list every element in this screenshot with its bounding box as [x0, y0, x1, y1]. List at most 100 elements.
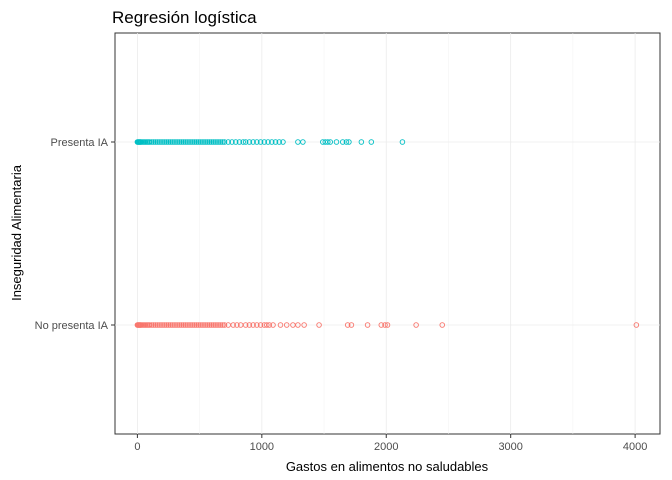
data-point	[165, 139, 172, 145]
data-point	[300, 139, 306, 145]
plot-panel	[114, 32, 661, 435]
data-point	[197, 139, 203, 145]
data-point	[184, 139, 190, 145]
data-point	[193, 139, 200, 145]
data-point	[221, 322, 228, 328]
data-point	[382, 322, 388, 328]
data-point	[156, 322, 162, 328]
data-point	[203, 139, 209, 145]
data-point	[148, 322, 155, 328]
data-point	[246, 139, 253, 145]
data-point	[175, 322, 181, 328]
data-point	[162, 139, 168, 145]
data-point	[269, 139, 275, 145]
data-point	[439, 322, 445, 328]
data-point	[214, 139, 220, 145]
data-point	[399, 139, 406, 145]
data-point	[295, 322, 301, 328]
data-point	[261, 139, 268, 145]
data-point	[301, 322, 307, 328]
x-tick-label: 2000	[374, 441, 398, 453]
data-point	[265, 139, 271, 145]
data-points	[134, 139, 640, 328]
data-point	[232, 139, 239, 145]
data-point	[242, 139, 249, 145]
data-point	[191, 322, 198, 328]
data-point	[190, 139, 196, 145]
data-point	[368, 139, 375, 145]
data-point	[147, 139, 153, 145]
data-point	[169, 139, 175, 145]
data-point	[218, 139, 224, 145]
data-point	[167, 139, 174, 145]
data-point	[173, 139, 179, 145]
y-axis-title: Inseguridad Alimentaria	[9, 164, 24, 301]
data-point	[212, 322, 218, 328]
data-point	[154, 322, 161, 328]
data-point	[266, 322, 273, 328]
data-point	[219, 139, 226, 145]
data-point	[225, 139, 231, 145]
data-point	[167, 322, 174, 328]
data-point	[214, 322, 220, 328]
data-point	[178, 139, 185, 145]
data-point	[201, 139, 207, 145]
data-point	[229, 139, 235, 145]
data-point	[160, 322, 166, 328]
data-point	[176, 139, 183, 145]
data-point	[210, 139, 217, 145]
data-point	[193, 322, 200, 328]
data-point	[208, 139, 215, 145]
data-point	[175, 139, 181, 145]
data-point	[199, 139, 205, 145]
data-point	[188, 322, 194, 328]
data-point	[254, 322, 260, 328]
data-point	[378, 322, 385, 328]
x-tick-label: 0	[134, 441, 140, 453]
data-point	[178, 322, 185, 328]
data-point	[201, 322, 207, 328]
data-point	[163, 139, 170, 145]
data-point	[158, 139, 164, 145]
data-point	[169, 322, 175, 328]
data-point	[276, 139, 282, 145]
data-point	[277, 322, 284, 328]
y-tick-label: No presenta IA	[35, 320, 109, 332]
data-point	[147, 322, 153, 328]
data-point	[270, 322, 276, 328]
data-point	[156, 139, 162, 145]
data-point	[348, 322, 355, 328]
x-axis-ticks: 0 1000 2000 3000 4000	[134, 434, 647, 453]
data-point	[218, 322, 224, 328]
data-point	[182, 139, 189, 145]
data-point	[221, 139, 228, 145]
data-point	[236, 139, 243, 145]
data-point	[242, 322, 249, 328]
data-point	[234, 322, 240, 328]
data-point	[219, 322, 226, 328]
data-point	[197, 322, 203, 328]
data-point	[384, 322, 391, 328]
data-point	[327, 139, 334, 145]
data-point	[186, 322, 192, 328]
data-point	[633, 322, 640, 328]
x-tick-label: 1000	[250, 441, 274, 453]
data-point	[176, 322, 183, 328]
data-point	[158, 322, 164, 328]
data-point	[163, 322, 170, 328]
y-axis-ticks: No presenta IA Presenta IA	[35, 137, 115, 332]
data-point	[204, 322, 211, 328]
data-point	[204, 139, 211, 145]
data-point	[180, 139, 187, 145]
data-point	[152, 322, 159, 328]
data-point	[210, 322, 217, 328]
data-point	[257, 139, 264, 145]
data-point	[364, 322, 371, 328]
data-point	[208, 322, 215, 328]
data-point	[188, 139, 194, 145]
data-point	[325, 139, 331, 145]
data-point	[230, 322, 236, 328]
data-point	[173, 322, 179, 328]
data-point	[344, 322, 351, 328]
data-point	[148, 139, 155, 145]
